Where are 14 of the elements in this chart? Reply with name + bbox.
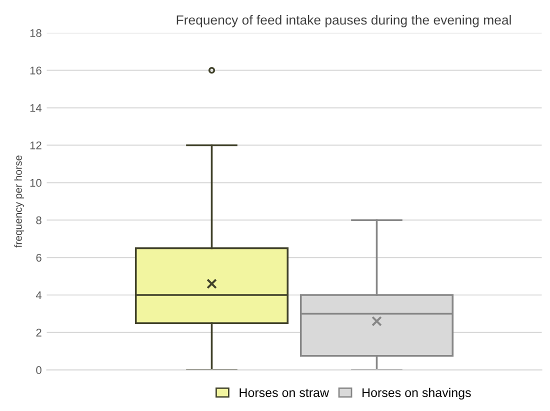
y-tick-label: 18	[30, 29, 42, 38]
legend-label: Horses on shavings	[362, 388, 471, 400]
y-tick-label: 2	[36, 328, 42, 336]
y-tick-label: 16	[30, 66, 42, 74]
y-tick-label: 8	[36, 216, 42, 224]
y-tick-label: 10	[30, 178, 42, 187]
y-tick-label: 12	[30, 141, 42, 150]
chart-title: Frequency of feed intake pauses during the evening meal	[176, 14, 511, 28]
y-tick-label: 14	[30, 104, 42, 112]
legend-label: Horses on straw	[240, 388, 330, 398]
y-tick-label: 6	[36, 254, 42, 262]
y-tick-label: 4	[36, 291, 42, 300]
y-axis-title: frequency per horse	[14, 156, 24, 248]
y-tick-label: 0	[36, 366, 42, 374]
